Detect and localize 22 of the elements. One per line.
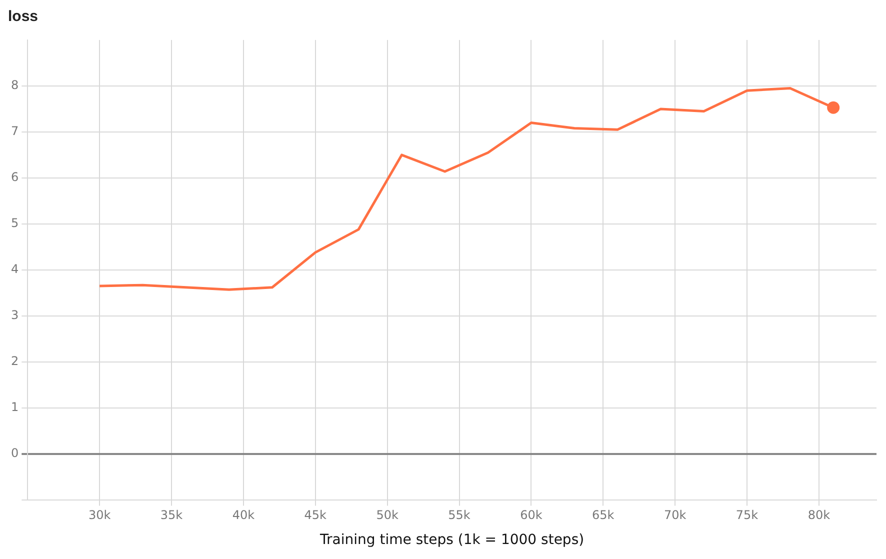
x-tick-label: 80k xyxy=(808,508,830,522)
x-tick-label: 30k xyxy=(88,508,111,522)
y-tick-label: 1 xyxy=(10,400,19,414)
y-tick-label: 0 xyxy=(10,446,19,460)
y-tick-label: 8 xyxy=(10,78,19,92)
y-tick-label: 3 xyxy=(10,308,19,322)
x-tick-label: 40k xyxy=(232,508,255,522)
x-tick-label: 55k xyxy=(448,508,470,522)
y-tick-label: 5 xyxy=(10,216,19,230)
y-tick-label: 6 xyxy=(10,170,19,184)
y-tick-label: 4 xyxy=(10,262,19,276)
x-axis-title: Training time steps (1k = 1000 steps) xyxy=(319,532,584,548)
y-tick-label: 7 xyxy=(10,124,19,138)
x-tick-label: 45k xyxy=(304,508,327,522)
y-tick-label: 2 xyxy=(10,354,19,368)
x-tick-label: 65k xyxy=(592,508,614,522)
x-tick-label: 35k xyxy=(160,508,183,522)
x-tick-label: 50k xyxy=(376,508,398,522)
chart-title: loss xyxy=(8,8,38,26)
x-tick-label: 75k xyxy=(736,508,758,522)
x-tick-label: 70k xyxy=(664,508,686,522)
x-tick-label: 60k xyxy=(520,508,542,522)
